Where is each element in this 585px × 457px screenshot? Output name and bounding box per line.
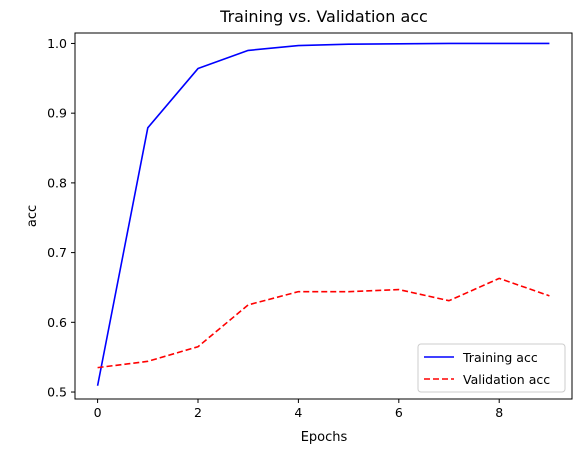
training-data-point (247, 50, 249, 52)
y-tick-label: 1.0 (47, 36, 67, 51)
legend-label-validation: Validation acc (463, 372, 550, 387)
training-data-point (498, 43, 500, 45)
plot-frame (74, 32, 573, 400)
validation-data-point (448, 300, 450, 302)
training-data-point (97, 385, 99, 387)
y-tick-label: 0.6 (47, 315, 67, 330)
training-data-point (298, 45, 300, 47)
validation-data-point (498, 278, 500, 280)
validation-acc-line (97, 277, 550, 369)
legend: Training acc Validation acc (417, 343, 566, 393)
training-data-point (348, 43, 350, 45)
y-tick-label: 0.5 (47, 385, 67, 400)
validation-data-point (398, 289, 400, 291)
validation-data-point (549, 295, 551, 297)
validation-data-point (298, 291, 300, 293)
training-data-point (398, 43, 400, 45)
validation-data-point (247, 304, 249, 306)
training-data-point (197, 68, 199, 70)
training-acc-line (96, 42, 550, 386)
y-axis-label: acc (25, 205, 40, 227)
validation-data-point (197, 346, 199, 348)
x-tick-label: 6 (395, 405, 403, 420)
x-tick-label: 2 (194, 405, 202, 420)
legend-label-training: Training acc (462, 350, 538, 365)
training-data-point (549, 43, 551, 45)
x-axis-label: Epochs (301, 430, 348, 445)
y-tick-label: 0.9 (47, 106, 67, 121)
validation-data-point (147, 361, 149, 363)
training-data-point (448, 43, 450, 45)
training-data-point (147, 127, 149, 129)
validation-data-point (348, 291, 350, 293)
x-tick-label: 8 (495, 405, 503, 420)
y-tick-label: 0.8 (47, 175, 67, 190)
validation-data-point (97, 367, 99, 369)
x-tick-label: 4 (294, 405, 302, 420)
y-tick-label: 0.7 (47, 245, 67, 260)
chart-title: Training vs. Validation acc (219, 7, 428, 26)
legend-box (417, 343, 566, 393)
x-tick-label: 0 (94, 405, 102, 420)
